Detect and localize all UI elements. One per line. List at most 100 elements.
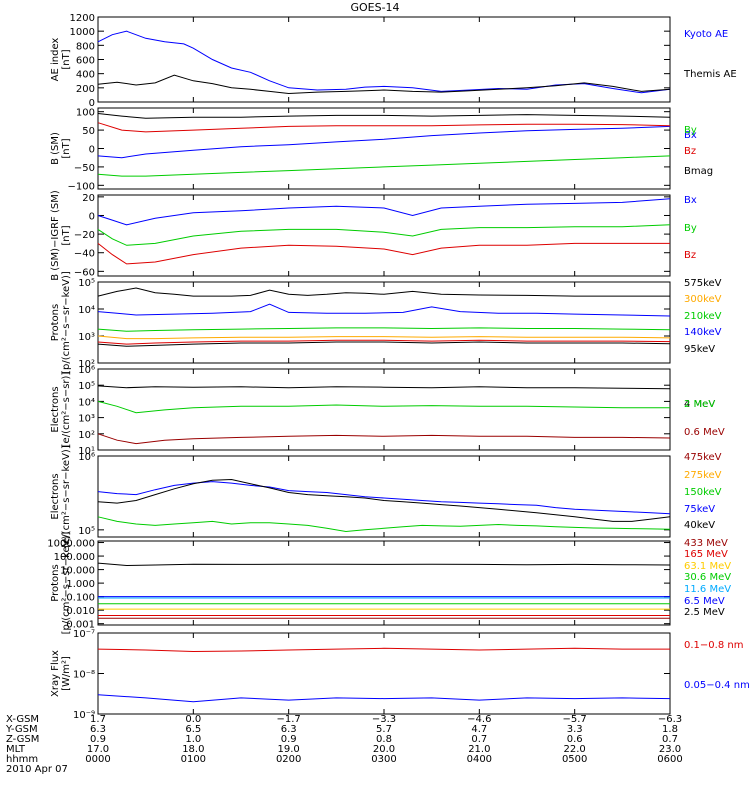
legend-entry: Bmag [684, 166, 713, 177]
footer-row-value: 21.0 [468, 744, 490, 755]
footer-row-value: 18.0 [182, 744, 204, 755]
y-axis-label: B (SM)−IGRF (SM) [50, 190, 61, 281]
legend-entry: 2.5 MeV [684, 607, 725, 618]
y-tick-label: 400 [76, 70, 95, 81]
series-line [97, 385, 671, 390]
panel-8: 10⁻⁷ 10⁻⁸ 10⁻⁹ Xray Flux [W/m²] 0.1−0.8 nm 0.0… [50, 629, 750, 721]
legend-entry: 475keV [684, 452, 722, 463]
series-line [97, 339, 671, 345]
y-axis-label: Electrons [50, 473, 61, 519]
series-line [97, 198, 671, 226]
series-line [97, 30, 671, 94]
legend-entry: 140keV [684, 327, 722, 338]
panel-5: 10⁶ 10⁵ 10⁴ 10³ 10² 10¹ Electrons [e/(cm²−s−sr)… [50, 365, 725, 457]
y-tick-label: 10¹ [78, 446, 95, 457]
footer-row-value: −4.6 [467, 714, 491, 725]
series-line [97, 113, 671, 119]
footer-row-value: 5.7 [376, 724, 392, 735]
footer-row-value: 0.0 [185, 714, 201, 725]
series-line [97, 74, 671, 95]
y-axis-label: [nT] [61, 225, 72, 245]
y-axis-label: [e/(cm²−s−sr)] [61, 372, 72, 448]
footer-row-label: MLT [6, 744, 26, 755]
legend-entry: Bz [684, 250, 696, 261]
y-tick-label: 10.000 [60, 566, 95, 577]
footer-row-label: Y-GSM [5, 724, 38, 735]
y-tick-label: 0 [89, 98, 95, 109]
footer-row-value: 19.0 [278, 744, 300, 755]
y-axis-label: Electrons [50, 386, 61, 432]
series-line [97, 335, 671, 340]
series-line [97, 327, 671, 332]
footer-row-value: 22.0 [564, 744, 586, 755]
footer-row-value: 0100 [181, 754, 206, 765]
series-line [97, 303, 671, 317]
footer-row-value: 4.7 [471, 724, 487, 735]
footer-row-value: 0400 [467, 754, 492, 765]
legend-entry: 4 MeV [684, 399, 715, 410]
y-tick-label: 1200 [70, 13, 95, 24]
y-axis-label: [e/(cm²−s−sr−keV)] [61, 445, 72, 548]
panel-frame [97, 194, 671, 277]
y-tick-label: 10⁵ [78, 381, 95, 392]
footer-row-label: hhmm [6, 754, 38, 765]
legend-entry: Bz [684, 146, 696, 157]
legend-entry: 0.05−0.4 nm [684, 680, 750, 691]
series-line [97, 562, 671, 567]
panel-frame [97, 540, 671, 626]
panel-frame [97, 107, 671, 190]
y-tick-label: 10⁴ [78, 305, 95, 316]
footer-row-value: 6.3 [281, 724, 297, 735]
y-tick-label: 10⁵ [78, 278, 95, 289]
y-tick-label: 1000.000 [47, 539, 95, 550]
footer-row-value: 0.7 [662, 734, 678, 745]
series-line [97, 694, 671, 703]
y-tick-label: 20 [82, 193, 95, 204]
legend-entry: 0.1−0.8 nm [684, 640, 743, 651]
legend-entry: Bx [684, 195, 697, 206]
panel-3: 20 0 −20 −40 −60 B (SM)−IGRF (SM) [nT] Bx By Bz [50, 190, 697, 281]
y-tick-label: 10⁵ [78, 526, 95, 537]
y-tick-label: 0.010 [66, 606, 95, 617]
legend-entry: Themis AE [683, 69, 737, 80]
y-tick-label: 0.001 [66, 620, 95, 631]
y-tick-label: 10² [78, 359, 95, 370]
footer-row-value: 0600 [657, 754, 682, 765]
y-tick-label: 1.000 [66, 579, 95, 590]
panel-frame [97, 455, 671, 538]
series-line [97, 481, 671, 515]
legend-entry: 210keV [684, 311, 722, 322]
footer-row-value: −6.3 [658, 714, 682, 725]
series-line [97, 400, 670, 414]
series-line [97, 122, 671, 133]
footer-row-value: 20.0 [373, 744, 395, 755]
chart-title: GOES-14 [350, 1, 399, 14]
footer-row-value: 0000 [85, 754, 110, 765]
y-axis-label: [nT] [61, 138, 72, 158]
footer-row-value: 6.3 [90, 724, 106, 735]
y-tick-label: 10³ [78, 332, 95, 343]
footer-row-value: 0.9 [281, 734, 297, 745]
y-tick-label: 100 [76, 108, 95, 119]
footer-row-value: 0500 [562, 754, 587, 765]
footer-row-value: 17.0 [87, 744, 109, 755]
legend-entry: 300keV [684, 294, 722, 305]
footer-row-value: −5.7 [563, 714, 587, 725]
legend-entry: 433 MeV [684, 538, 728, 549]
y-tick-label: −20 [74, 230, 95, 241]
series-line [97, 516, 671, 533]
footer-row-label: X-GSM [6, 714, 39, 725]
legend-entry: 575keV [684, 278, 722, 289]
y-axis-label: Protons [50, 564, 61, 601]
y-axis-label: [p/(cm²−s−sr−keV)] [61, 532, 72, 635]
y-tick-label: 200 [76, 84, 95, 95]
y-tick-label: −50 [74, 163, 95, 174]
y-tick-label: 10⁶ [78, 365, 95, 376]
panel-frame [97, 16, 671, 103]
legend-entry: By [684, 223, 697, 234]
series-line [97, 242, 670, 265]
panel-1: 1200 1000 800 600 400 200 0 AE index [nT] Kyoto A… [50, 13, 737, 109]
y-tick-label: 10⁴ [78, 397, 95, 408]
y-axis-label: B (SM) [50, 132, 61, 165]
